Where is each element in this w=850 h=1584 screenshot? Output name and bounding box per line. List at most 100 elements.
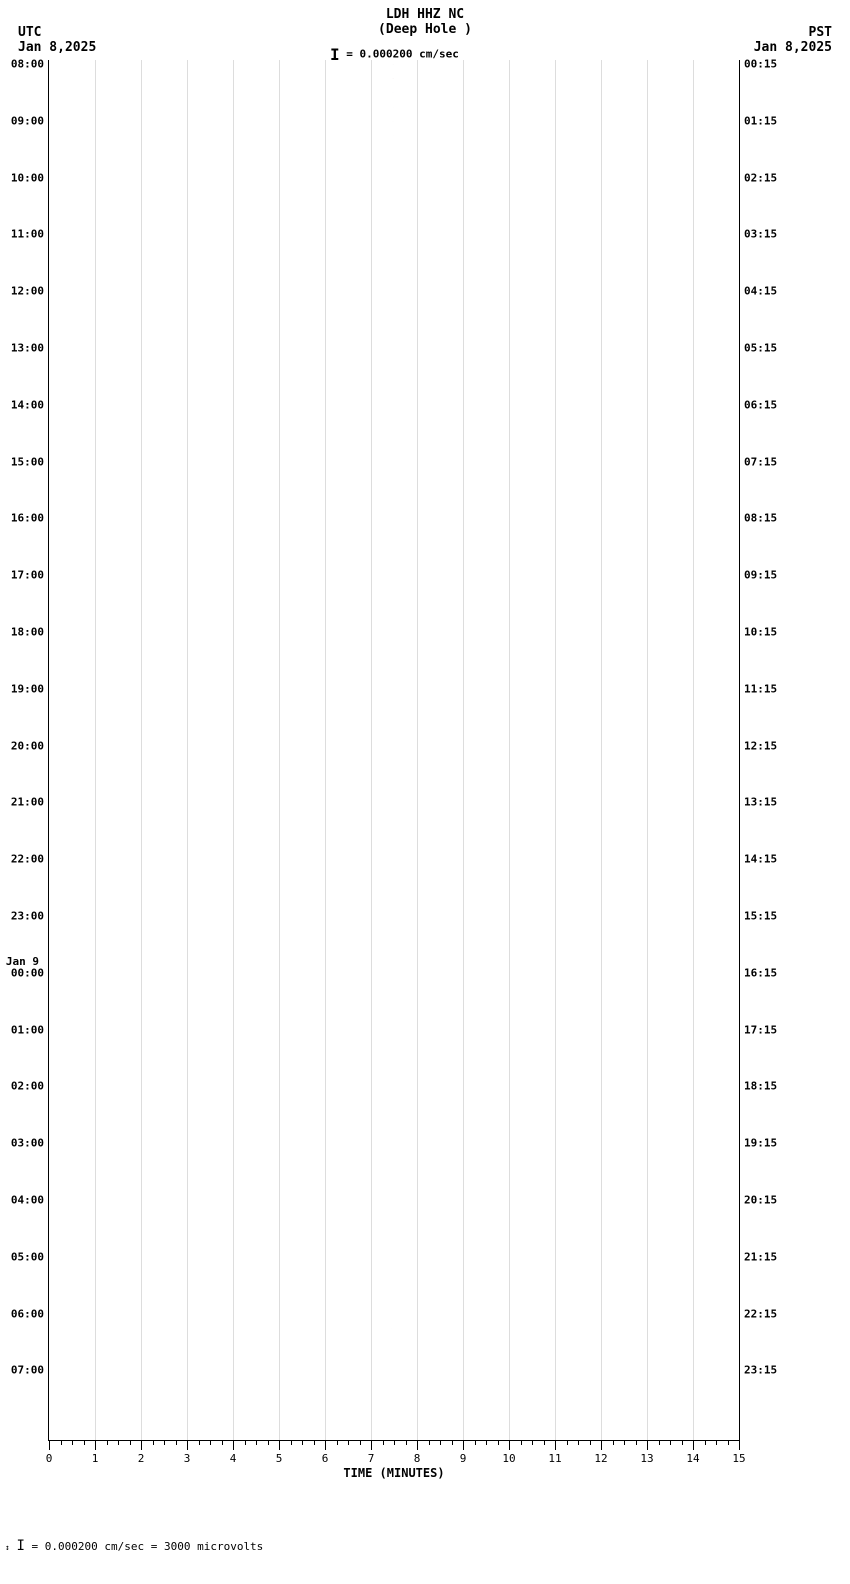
x-minor-tick bbox=[107, 1440, 108, 1445]
station-name: (Deep Hole ) bbox=[378, 22, 472, 37]
seismic-trace bbox=[49, 1243, 739, 1244]
x-tick-mark bbox=[371, 1440, 372, 1450]
seismic-trace bbox=[49, 888, 739, 889]
seismic-trace bbox=[49, 433, 739, 434]
seismic-trace bbox=[49, 206, 739, 207]
gridline bbox=[371, 60, 372, 1440]
gridline bbox=[233, 60, 234, 1440]
utc-hour-label: 12:00 bbox=[11, 285, 44, 298]
x-minor-tick bbox=[118, 1440, 119, 1445]
seismic-trace bbox=[49, 163, 739, 164]
seismic-trace bbox=[49, 1385, 739, 1386]
x-minor-tick bbox=[61, 1440, 62, 1445]
x-minor-tick bbox=[578, 1440, 579, 1445]
x-minor-tick bbox=[705, 1440, 706, 1445]
x-tick-label: 5 bbox=[276, 1452, 283, 1465]
x-tick-mark bbox=[233, 1440, 234, 1450]
x-minor-tick bbox=[164, 1440, 165, 1445]
utc-hour-label: 05:00 bbox=[11, 1250, 44, 1263]
seismic-trace bbox=[49, 107, 739, 108]
x-tick-label: 12 bbox=[594, 1452, 607, 1465]
seismic-trace bbox=[49, 277, 739, 278]
seismic-trace bbox=[49, 675, 739, 676]
header-utc: UTC Jan 8,2025 bbox=[18, 25, 96, 55]
x-minor-tick bbox=[532, 1440, 533, 1445]
x-tick-label: 11 bbox=[548, 1452, 561, 1465]
seismic-trace bbox=[49, 1399, 739, 1400]
x-minor-tick bbox=[222, 1440, 223, 1445]
x-minor-tick bbox=[521, 1440, 522, 1445]
utc-hour-label: 08:00 bbox=[11, 58, 44, 71]
x-tick-label: 2 bbox=[138, 1452, 145, 1465]
seismic-trace bbox=[49, 476, 739, 477]
pst-hour-label: 20:15 bbox=[744, 1194, 777, 1207]
seismic-trace bbox=[49, 1214, 739, 1215]
seismic-trace bbox=[49, 1157, 739, 1158]
pst-hour-label: 22:15 bbox=[744, 1307, 777, 1320]
x-minor-tick bbox=[682, 1440, 683, 1445]
seismic-trace bbox=[49, 504, 739, 505]
x-minor-tick bbox=[406, 1440, 407, 1445]
seismic-trace bbox=[49, 902, 739, 903]
gridline bbox=[647, 60, 648, 1440]
x-tick-label: 4 bbox=[230, 1452, 237, 1465]
seismic-trace bbox=[49, 774, 739, 775]
x-minor-tick bbox=[72, 1440, 73, 1445]
seismic-trace bbox=[49, 944, 739, 945]
seismic-trace bbox=[49, 1356, 739, 1357]
seismic-trace bbox=[49, 1086, 739, 1087]
pst-hour-label: 02:15 bbox=[744, 171, 777, 184]
seismic-trace bbox=[49, 873, 739, 874]
seismic-trace bbox=[49, 845, 739, 846]
seismic-trace bbox=[49, 973, 739, 974]
seismic-trace bbox=[49, 703, 739, 704]
seismic-trace bbox=[49, 1058, 739, 1059]
x-minor-tick bbox=[624, 1440, 625, 1445]
pst-hour-label: 21:15 bbox=[744, 1250, 777, 1263]
seismic-trace bbox=[49, 618, 739, 619]
x-tick-label: 6 bbox=[322, 1452, 329, 1465]
x-minor-tick bbox=[475, 1440, 476, 1445]
x-tick-mark bbox=[555, 1440, 556, 1450]
x-minor-tick bbox=[348, 1440, 349, 1445]
x-tick-mark bbox=[463, 1440, 464, 1450]
utc-hour-label: 19:00 bbox=[11, 682, 44, 695]
x-minor-tick bbox=[302, 1440, 303, 1445]
seismic-trace bbox=[49, 234, 739, 235]
x-tick-label: 0 bbox=[46, 1452, 53, 1465]
x-tick-mark bbox=[417, 1440, 418, 1450]
utc-date: Jan 8,2025 bbox=[18, 40, 96, 55]
pst-hour-label: 23:15 bbox=[744, 1364, 777, 1377]
seismic-trace bbox=[49, 362, 739, 363]
utc-hour-label: 11:00 bbox=[11, 228, 44, 241]
x-minor-tick bbox=[130, 1440, 131, 1445]
station-id: LDH HHZ NC bbox=[378, 7, 472, 22]
pst-hour-label: 11:15 bbox=[744, 682, 777, 695]
x-minor-tick bbox=[394, 1440, 395, 1445]
pst-hour-label: 03:15 bbox=[744, 228, 777, 241]
seismic-trace bbox=[49, 348, 739, 349]
x-tick-label: 8 bbox=[414, 1452, 421, 1465]
seismic-trace bbox=[49, 1413, 739, 1414]
x-minor-tick bbox=[268, 1440, 269, 1445]
seismic-trace bbox=[49, 632, 739, 633]
seismic-trace bbox=[49, 802, 739, 803]
seismic-trace bbox=[49, 575, 739, 576]
seismic-trace bbox=[49, 817, 739, 818]
seismic-trace bbox=[49, 419, 739, 420]
x-minor-tick bbox=[291, 1440, 292, 1445]
plot-area: TIME (MINUTES) 012345678910111213141508:… bbox=[48, 60, 740, 1441]
seismic-trace bbox=[49, 78, 739, 79]
x-minor-tick bbox=[210, 1440, 211, 1445]
seismic-trace bbox=[49, 135, 739, 136]
utc-hour-label: 09:00 bbox=[11, 114, 44, 127]
gridline bbox=[325, 60, 326, 1440]
seismic-trace bbox=[49, 92, 739, 93]
gridline bbox=[187, 60, 188, 1440]
seismic-trace bbox=[49, 987, 739, 988]
x-minor-tick bbox=[256, 1440, 257, 1445]
utc-hour-label: 14:00 bbox=[11, 398, 44, 411]
x-tick-mark bbox=[693, 1440, 694, 1450]
pst-hour-label: 00:15 bbox=[744, 58, 777, 71]
seismic-trace bbox=[49, 291, 739, 292]
